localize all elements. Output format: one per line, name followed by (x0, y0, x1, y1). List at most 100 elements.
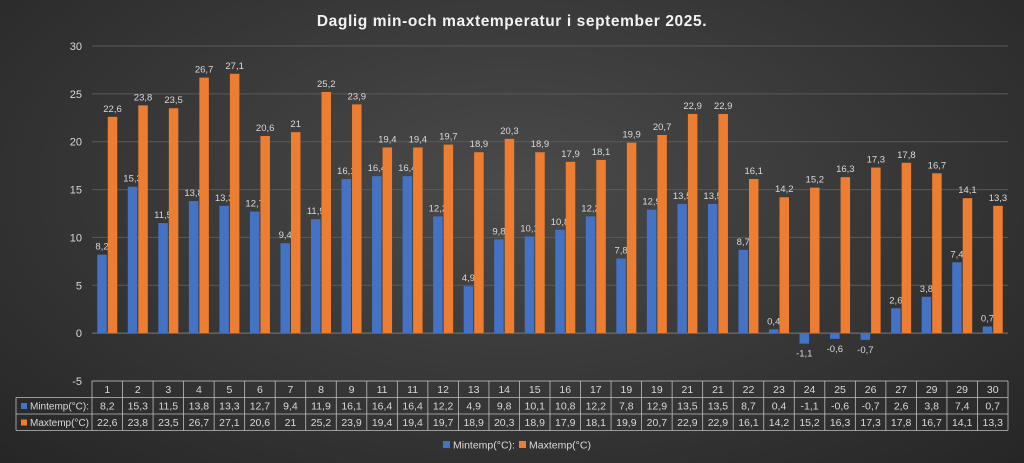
data-label-max: 16,3 (836, 164, 855, 175)
category-label: 2 (135, 384, 141, 396)
bar-max (535, 152, 545, 334)
table-cell: 9,4 (283, 401, 298, 413)
bar-max (107, 116, 118, 334)
category-label: 8 (318, 384, 324, 396)
data-label-min: 8,7 (737, 237, 750, 248)
bar-min (280, 243, 290, 334)
data-label-max: 18,9 (531, 139, 550, 150)
bar-min (402, 176, 413, 334)
bar-min (494, 239, 504, 334)
data-label-min: 7,8 (614, 245, 627, 256)
bar-min (463, 286, 474, 334)
bar-min (982, 326, 993, 334)
category-label: 11 (377, 384, 388, 396)
bar-max (687, 113, 698, 334)
table-series-label: Maxtemp(°C) (30, 418, 89, 429)
legend-label-max: Maxtemp(°C) (529, 440, 591, 452)
table-cell: 20,6 (250, 417, 271, 429)
table-cell: 19,4 (402, 417, 423, 429)
category-label: 21 (712, 384, 724, 396)
bar-max (138, 105, 148, 334)
bar-min (799, 333, 810, 344)
table-cell: 26,7 (189, 417, 210, 429)
data-label-max: 20,6 (256, 123, 275, 134)
bar-max (840, 177, 851, 334)
table-cell: 10,8 (555, 401, 576, 413)
bar-max (352, 104, 362, 334)
y-tick-label: 30 (70, 41, 82, 53)
table-cell: 3,8 (924, 401, 939, 413)
category-label: 27 (895, 384, 907, 396)
data-label-min: -0,6 (827, 344, 843, 355)
data-label-min: 9,4 (279, 230, 292, 241)
table-cell: 27,1 (219, 417, 240, 429)
table-cell: 2,6 (894, 401, 909, 413)
category-label: 6 (257, 384, 263, 396)
y-tick-label: 25 (70, 89, 82, 101)
data-label-max: 19,9 (622, 130, 641, 141)
bar-max (932, 173, 942, 334)
bar-max (626, 142, 637, 334)
table-cell: 17,3 (860, 417, 881, 429)
bar-min (555, 229, 565, 334)
table-cell: 12,2 (433, 401, 454, 413)
bar-min (646, 209, 657, 334)
table-cell: 13,3 (983, 417, 1004, 429)
category-label: 12 (437, 384, 449, 396)
data-label-max: 20,3 (500, 126, 519, 137)
table-cell: 19,9 (616, 417, 637, 429)
bar-max (504, 138, 515, 334)
table-cell: -1,1 (800, 401, 818, 413)
category-label: 22 (743, 384, 755, 396)
table-cell: 12,7 (250, 401, 271, 413)
category-label: 26 (865, 384, 877, 396)
data-label-min: 16,4 (398, 163, 417, 174)
bar-max (168, 108, 179, 334)
data-label-min: 10,8 (551, 217, 570, 228)
data-label-min: 12,9 (642, 197, 661, 208)
category-label: 13 (468, 384, 480, 396)
data-label-max: 22,9 (714, 101, 733, 112)
category-label: 21 (682, 384, 694, 396)
category-label: 19 (651, 384, 663, 396)
bar-min (707, 203, 718, 334)
table-cell: 0,4 (772, 401, 787, 413)
category-label: 15 (529, 384, 541, 396)
category-label: 29 (926, 384, 938, 396)
data-label-min: 11,9 (307, 206, 325, 217)
table-cell: 7,8 (619, 401, 634, 413)
data-label-min: 2,6 (889, 295, 902, 306)
data-label-min: 9,8 (492, 226, 505, 237)
table-cell: 4,9 (466, 401, 481, 413)
data-label-min: -1,1 (796, 349, 812, 360)
bar-min (524, 236, 535, 334)
category-label: 24 (804, 384, 816, 396)
bar-max (229, 73, 240, 334)
data-label-max: 19,7 (439, 132, 458, 143)
category-label: 14 (498, 384, 510, 396)
data-label-max: 17,8 (897, 150, 916, 161)
data-label-max: 19,4 (409, 134, 428, 145)
data-label-min: 12,2 (429, 203, 448, 214)
table-cell: 12,2 (586, 401, 607, 413)
table-cell: 8,2 (100, 401, 115, 413)
table-cell: 9,8 (497, 401, 512, 413)
table-cell: 8,7 (741, 401, 756, 413)
table-cell: -0,6 (831, 401, 849, 413)
category-label: 30 (987, 384, 999, 396)
table-cell: 20,7 (647, 417, 668, 429)
table-cell: 16,4 (402, 401, 423, 413)
legend-label-min: Mintemp(°C): (453, 440, 515, 452)
category-label: 7 (288, 384, 294, 396)
y-tick-label: 0 (76, 328, 82, 340)
category-label: 16 (559, 384, 571, 396)
y-tick-label: 10 (70, 232, 82, 244)
table-cell: 19,4 (372, 417, 393, 429)
category-label: 11 (407, 384, 418, 396)
bar-min (738, 249, 748, 334)
data-label-max: 20,7 (653, 122, 672, 133)
table-cell: 18,9 (463, 417, 484, 429)
bar-min (616, 258, 626, 334)
